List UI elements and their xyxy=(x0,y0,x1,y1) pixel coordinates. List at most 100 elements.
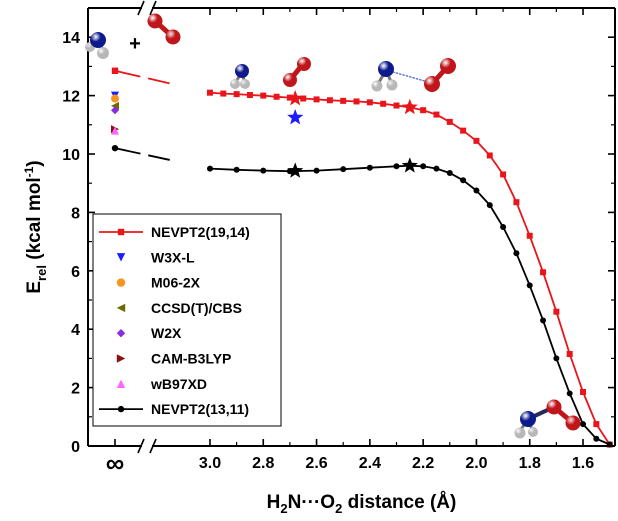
series-point-1-20 xyxy=(566,390,573,397)
legend-marker-5 xyxy=(116,354,126,363)
plot-area xyxy=(111,67,613,448)
mol2-o1 xyxy=(283,73,297,87)
legend-label-6: wB97XD xyxy=(150,376,207,392)
series-point-0-21 xyxy=(486,152,493,159)
x-axis-title-part-3: 2 xyxy=(335,501,342,516)
mol3-o2 xyxy=(440,58,456,74)
legend-label-5: CAM-B3LYP xyxy=(151,351,231,367)
x-tick-label-3: 2.4 xyxy=(359,455,381,472)
series-point-0-3 xyxy=(246,92,253,99)
legend: NEVPT2(19,14) W3X-L M06-2X CCSD(T)/CBS W2X CA… xyxy=(92,213,282,427)
legend-marker-4 xyxy=(116,329,126,338)
legend-label-2: M06-2X xyxy=(151,275,201,291)
mol3-n xyxy=(378,61,394,77)
axis-break-mark-top-1 xyxy=(137,0,145,16)
series-point-1-11 xyxy=(446,169,453,176)
series-point-1-21 xyxy=(580,421,587,428)
mol1-h1 xyxy=(97,47,109,59)
x-tick-label-2: 2.6 xyxy=(305,455,327,472)
series-point-0-8 xyxy=(313,96,320,103)
y-axis-title-unit: (kcal mol xyxy=(24,177,45,265)
series-point-0-13 xyxy=(380,100,387,107)
series-point-0-16 xyxy=(420,107,427,114)
series-point-0-7 xyxy=(300,95,307,102)
series-point-0-9 xyxy=(326,97,333,104)
series-point-0-20 xyxy=(473,137,480,144)
series-point-1-9 xyxy=(420,163,427,170)
series-point-0-18 xyxy=(446,118,453,125)
series-point-1-4 xyxy=(313,167,320,174)
legend-box xyxy=(92,213,282,427)
series-point-1-6 xyxy=(366,164,373,171)
legend-label-1: W3X-L xyxy=(151,249,195,265)
mol1-o2 xyxy=(165,29,181,45)
series-point-1-19 xyxy=(553,355,560,362)
legend-label-7: NEVPT2(13,11) xyxy=(151,401,249,417)
series-point-0-17 xyxy=(433,111,440,118)
x-axis-title-part-2: N···O xyxy=(288,492,335,513)
x-axis-title-part-1: 2 xyxy=(280,501,287,516)
x-tick-label-7: 1.6 xyxy=(572,455,594,472)
reference-point-3 xyxy=(111,106,119,115)
x-tick-label-4: 2.2 xyxy=(412,455,434,472)
x-tick-label-1: 2.8 xyxy=(252,455,274,472)
y-axis-title-main: E xyxy=(24,281,45,294)
series-point-1-1 xyxy=(233,166,240,173)
series-infinity-connector-0 xyxy=(114,69,211,94)
series-point-1-13 xyxy=(473,187,480,194)
axis-break-mark-1 xyxy=(137,438,145,454)
series-infinity-connector-1 xyxy=(114,147,211,170)
y-axis-title-sub: rel xyxy=(34,265,49,281)
legend-marker-7 xyxy=(117,405,125,413)
legend-marker-6 xyxy=(116,379,126,388)
star-marker-2 xyxy=(287,162,304,178)
mol4-o1 xyxy=(546,399,562,415)
y-tick-label-7: 14 xyxy=(62,30,80,47)
legend-marker-3 xyxy=(116,303,126,313)
series-point-0-10 xyxy=(340,97,347,104)
x-axis-title-part-0: H xyxy=(267,492,281,513)
series-point-0-25 xyxy=(540,269,547,276)
mol2-h2 xyxy=(230,79,240,89)
legend-label-3: CCSD(T)/CBS xyxy=(151,300,242,316)
mol3-h2 xyxy=(386,79,398,91)
y-tick-label-6: 12 xyxy=(62,89,80,106)
series-point-1-10 xyxy=(433,165,440,172)
y-axis-title-close: ) xyxy=(24,160,45,166)
series-point-1-22 xyxy=(593,435,600,442)
series-point-0-28 xyxy=(580,388,587,395)
series-point-0-4 xyxy=(260,92,267,99)
mol1-n xyxy=(90,32,106,48)
series-point-1-17 xyxy=(526,282,533,289)
x-axis-title-part-4: distance (Å) xyxy=(342,492,456,513)
legend-marker-1 xyxy=(116,253,126,262)
mol4-h2 xyxy=(528,427,538,437)
x-tick-label-5: 2.0 xyxy=(465,455,487,472)
mol2-o2 xyxy=(297,57,311,71)
mol3-h1 xyxy=(371,80,383,92)
series-point-0-0 xyxy=(206,89,213,96)
axes: 3.0 2.8 2.6 2.4 2.2 2.0 1.8 1.6 ∞ 0 2 4 6 8 10 12 14 Erel… xyxy=(22,0,616,516)
y-axis-title-sup: -1 xyxy=(22,166,36,177)
mol3-o1 xyxy=(424,76,440,92)
series-point-0-23 xyxy=(513,199,520,206)
reference-point-1 xyxy=(111,94,119,103)
legend-marker-0 xyxy=(117,228,125,236)
series-point-1-15 xyxy=(500,224,507,230)
legend-label-4: W2X xyxy=(151,325,182,341)
x-axis-title: H2N···O2 distance (Å) xyxy=(267,492,457,516)
series-line-1 xyxy=(209,164,611,446)
mol2-n xyxy=(235,64,249,78)
series-point-0-1 xyxy=(220,90,227,97)
y-axis-title: Erel (kcal mol-1) xyxy=(22,160,49,293)
series-point-0-11 xyxy=(353,98,360,105)
mol4-o2 xyxy=(565,415,581,431)
series-point-1-7 xyxy=(393,163,400,170)
reference-point-5 xyxy=(111,126,119,135)
series-point-1-16 xyxy=(513,250,520,257)
series-point-1-0 xyxy=(206,165,213,172)
mol1-o1 xyxy=(147,13,163,29)
axis-break-mark-2 xyxy=(149,438,157,454)
series-point-0-29 xyxy=(593,421,600,428)
series-point-0-14 xyxy=(393,102,400,109)
